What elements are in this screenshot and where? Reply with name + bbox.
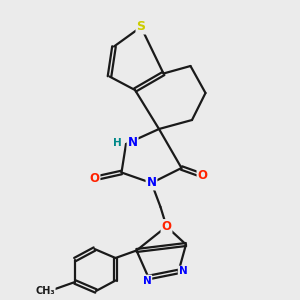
Text: O: O bbox=[197, 169, 208, 182]
Text: O: O bbox=[161, 220, 172, 233]
Text: CH₃: CH₃ bbox=[35, 286, 55, 296]
Text: N: N bbox=[128, 136, 138, 149]
Text: N: N bbox=[146, 176, 157, 190]
Text: S: S bbox=[136, 20, 146, 34]
Text: N: N bbox=[178, 266, 188, 277]
Text: O: O bbox=[89, 172, 100, 185]
Text: H: H bbox=[113, 137, 122, 148]
Text: N: N bbox=[142, 275, 152, 286]
